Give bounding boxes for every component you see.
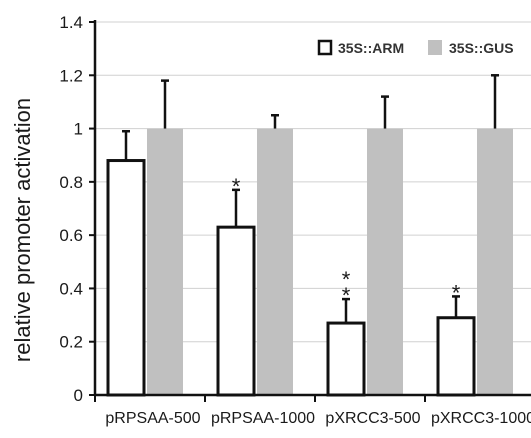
y-tick-labels: 0 0.2 0.4 0.6 0.8 1 1.2 1.4 [59,13,83,405]
x-category-labels: pRPSAA-500 pRPSAA-1000 pXRCC3-500 pXRCC3-10… [105,410,531,427]
bar-arm [326,321,366,397]
legend-swatch-gus [428,40,442,55]
y-tick-label: 0.6 [59,226,83,245]
bar-arm [216,225,256,397]
legend: 35S::ARM 35S::GUS [317,39,514,56]
bar-arm [106,159,146,397]
significance-star: * [342,267,351,292]
y-tick-label: 0.2 [59,333,83,352]
legend-swatch-arm [317,39,333,56]
y-tick-label: 0 [74,386,83,405]
error-bars [122,74,499,324]
x-category-label: pXRCC3-500 [325,410,420,427]
y-tick-label: 0.4 [59,279,83,298]
bar-gus [477,128,513,396]
y-tick-label: 1.2 [59,66,83,85]
significance-star: * [452,280,461,305]
x-category-label: pRPSAA-1000 [211,410,315,427]
significance-star: * [342,283,351,308]
bar-arm [436,316,476,397]
significance-star: * [232,174,241,199]
y-axis-title: relative promoter activation [10,98,35,362]
axes [89,20,531,402]
legend-label-gus: 35S::GUS [449,40,514,56]
x-category-label: pRPSAA-500 [105,410,200,427]
y-tick-label: 1.4 [59,13,83,32]
legend-label-arm: 35S::ARM [338,40,404,56]
x-category-label: pXRCC3-1000 [431,410,531,427]
y-tick-label: 1 [74,120,83,139]
bar-gus [367,128,403,396]
y-tick-label: 0.8 [59,173,83,192]
bars [106,128,513,397]
bar-gus [147,128,183,396]
bar-gus [257,128,293,396]
significance-marks: *** * [232,174,461,308]
